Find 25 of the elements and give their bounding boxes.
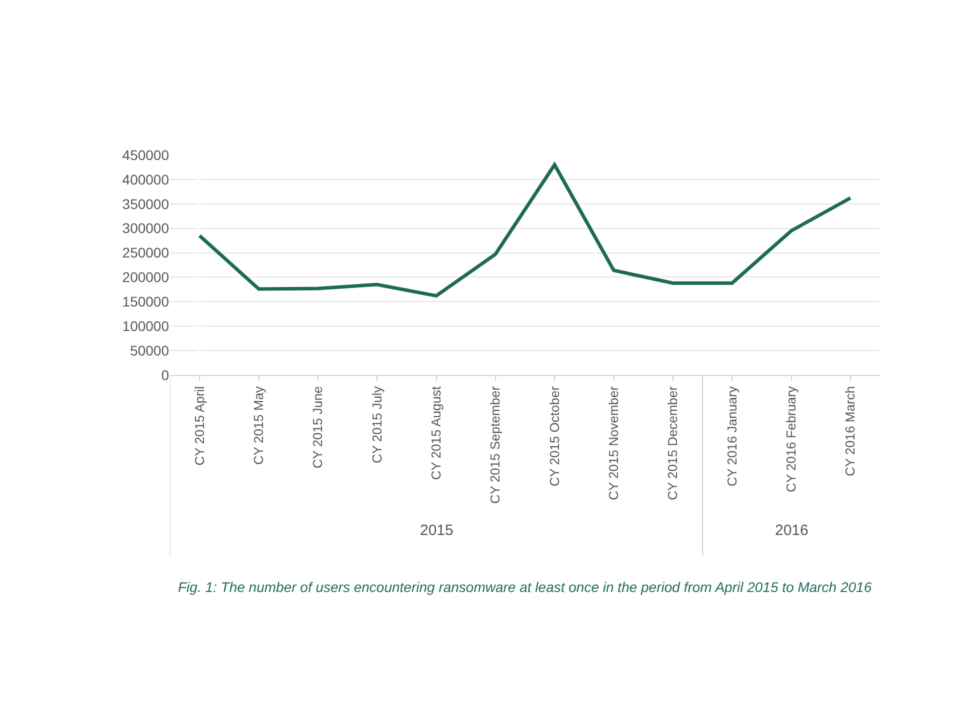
y-tick-label: 100000 [122,318,170,334]
x-tick-label: CY 2016 March [842,386,858,476]
y-tick-label: 150000 [122,294,170,310]
x-tick-label: CY 2015 May [250,386,266,465]
text: 2016 [775,522,808,539]
y-tick-label: 50000 [130,342,170,358]
x-tick-label: CY 2016 January [724,386,740,486]
y-tick-label: 0 [161,366,170,383]
x-tick-label: CY 2015 November [606,386,621,500]
x-tick-label: CY 2015 June [310,386,326,468]
x-tick-label: CY 2015 December [665,386,680,500]
x-tick-label: CY 2015 September [488,386,503,504]
y-tick-label: 200000 [122,269,170,286]
x-tick-label: CY 2015 August [428,386,444,480]
y-tick-label: 300000 [122,220,170,236]
x-tick-label: CY 2015 April [192,386,207,466]
y-tick-label: 400000 [122,171,170,188]
y-tick-label: 250000 [122,244,170,261]
x-tick-label: CY 2015 October [546,386,562,486]
x-tick-label: CY 2015 July [369,386,384,464]
y-tick-label: 450000 [122,146,170,163]
x-tick-label: CY 2016 February [783,386,798,492]
text: 2015 [420,522,454,539]
caption: Fig. 1: The number of users encountering ransomware at least once in the period from April 2015 to March 2016 [178,579,872,595]
y-tick-label: 350000 [122,196,170,212]
